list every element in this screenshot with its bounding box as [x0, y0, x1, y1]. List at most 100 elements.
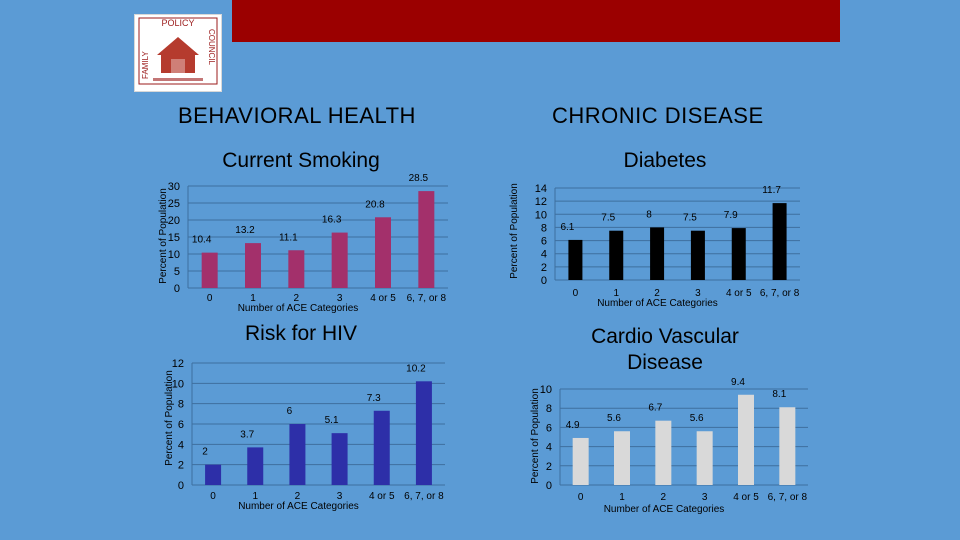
bar	[568, 239, 583, 280]
x-axis-label: Number of ACE Categories	[604, 504, 725, 515]
x-tick-label: 2	[661, 492, 667, 503]
chart-title-smoking: Current Smoking	[222, 149, 380, 172]
data-label: 9.4	[731, 377, 745, 388]
bar	[731, 228, 746, 280]
y-tick-label: 12	[535, 196, 547, 208]
bar	[418, 191, 435, 288]
y-tick-label: 14	[535, 183, 547, 195]
x-tick-label: 4 or 5	[370, 293, 396, 304]
y-tick-label: 6	[546, 422, 552, 434]
bar	[331, 232, 348, 288]
bar	[288, 250, 305, 288]
bar	[779, 407, 796, 485]
bar	[245, 243, 261, 288]
chart-hiv: 0 2 4 6 8 10 12 2 0 3.7 1 6 2 5.1 3 7.3 4 or 5 10.2 6, 7, …	[164, 358, 445, 512]
y-tick-label: 12	[172, 358, 184, 370]
logo-text-top: POLICY	[161, 18, 194, 28]
bar	[201, 252, 218, 288]
bar	[289, 424, 306, 485]
x-tick-label: 6, 7, or 8	[768, 492, 808, 503]
y-axis-label: Percent of Population	[530, 388, 541, 484]
bar	[572, 437, 589, 485]
bar	[696, 431, 713, 485]
x-tick-label: 2	[294, 293, 300, 304]
data-label: 16.3	[322, 215, 342, 226]
bar	[375, 217, 391, 288]
x-tick-label: 3	[695, 288, 701, 299]
data-label: 7.9	[724, 210, 738, 221]
x-tick-label: 1	[250, 293, 256, 304]
x-tick-label: 2	[295, 491, 301, 502]
y-tick-label: 20	[168, 215, 180, 227]
x-tick-label: 0	[573, 288, 579, 299]
y-tick-label: 10	[540, 384, 552, 396]
bar	[650, 227, 665, 280]
data-label: 8.1	[772, 389, 786, 400]
y-tick-label: 2	[546, 461, 552, 473]
x-tick-label: 3	[702, 492, 708, 503]
y-tick-label: 25	[168, 198, 180, 210]
data-label: 11.1	[279, 232, 298, 243]
logo-house-icon	[157, 37, 199, 73]
data-label: 8	[646, 209, 652, 220]
x-tick-label: 0	[207, 293, 213, 304]
y-tick-label: 10	[535, 209, 547, 221]
bar	[690, 230, 705, 280]
y-axis-label: Percent of Population	[509, 183, 520, 279]
y-tick-label: 0	[541, 275, 547, 287]
bar	[205, 464, 222, 485]
logo-text-right: COUNCIL	[207, 29, 216, 66]
data-label: 4.9	[566, 420, 580, 431]
data-label: 7.3	[367, 393, 381, 404]
y-tick-label: 0	[178, 480, 184, 492]
x-tick-label: 4 or 5	[733, 492, 759, 503]
data-label: 10.2	[406, 363, 426, 374]
bar	[415, 381, 432, 485]
data-label: 5.6	[690, 413, 704, 424]
x-tick-label: 4 or 5	[726, 288, 752, 299]
x-tick-label: 3	[337, 293, 343, 304]
bar	[609, 230, 624, 280]
bar	[373, 410, 390, 485]
chart-title-cardio: Cardio Vascular Disease	[591, 325, 739, 374]
header-accent-bar	[232, 0, 840, 42]
x-axis-label: Number of ACE Categories	[597, 298, 718, 309]
data-label: 5.1	[325, 415, 339, 426]
logo-graphic: POLICY FAMILY COUNCIL	[138, 17, 218, 85]
y-tick-label: 30	[168, 181, 180, 193]
y-tick-label: 8	[178, 399, 184, 411]
section-title-chronic: CHRONIC DISEASE	[552, 103, 764, 128]
data-label: 2	[202, 447, 208, 458]
chart-smoking: 0 5 10 15 20 25 30 10.4 0 13.2 1 11.1 2 16.3 3 20.8 4 or…	[158, 173, 448, 314]
chart-cardio: 0 2 4 6 8 10 4.9 0 5.6 1 6.7 2 5.6 3 9.4 4 or 5 8.1 6, 7,…	[530, 377, 808, 515]
data-label: 5.6	[607, 413, 621, 424]
logo-text-left: FAMILY	[141, 50, 150, 79]
y-tick-label: 4	[541, 249, 547, 261]
bar	[331, 433, 348, 485]
bar	[738, 394, 754, 485]
y-tick-label: 10	[172, 378, 184, 390]
y-tick-label: 2	[178, 460, 184, 472]
x-axis-label: Number of ACE Categories	[238, 501, 359, 512]
x-tick-label: 1	[252, 491, 258, 502]
section-title-behavioral: BEHAVIORAL HEALTH	[178, 103, 416, 128]
chart-title-hiv: Risk for HIV	[244, 322, 357, 345]
y-tick-label: 0	[546, 480, 552, 492]
x-tick-label: 4 or 5	[369, 491, 395, 502]
x-tick-label: 3	[337, 491, 343, 502]
bar	[247, 447, 264, 485]
y-tick-label: 10	[168, 249, 180, 261]
y-tick-label: 6	[178, 419, 184, 431]
x-tick-label: 2	[654, 288, 660, 299]
data-label: 7.5	[601, 213, 615, 224]
data-label: 20.8	[365, 199, 385, 210]
data-label: 3.7	[240, 429, 254, 440]
data-label: 6	[287, 406, 293, 417]
x-tick-label: 6, 7, or 8	[760, 288, 800, 299]
y-tick-label: 4	[178, 439, 184, 451]
x-tick-label: 6, 7, or 8	[404, 491, 444, 502]
x-tick-label: 1	[613, 288, 619, 299]
data-label: 10.4	[192, 235, 212, 246]
y-tick-label: 6	[541, 236, 547, 248]
bar	[655, 420, 672, 485]
